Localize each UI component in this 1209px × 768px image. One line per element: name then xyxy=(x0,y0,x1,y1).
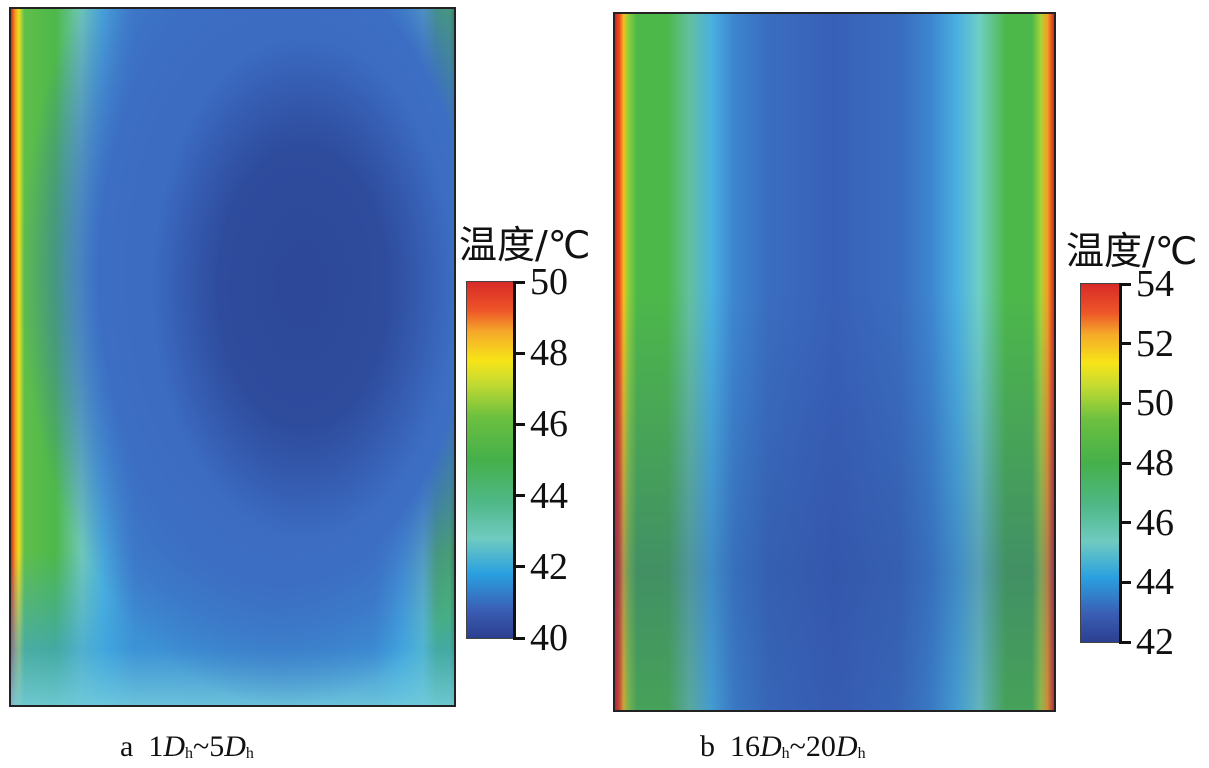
colorbar-a-tick-label: 50 xyxy=(530,261,568,303)
caption-symbol: D xyxy=(760,730,782,763)
caption-subscript: h xyxy=(781,745,790,762)
caption-symbol: D xyxy=(835,730,858,763)
caption-letter: a xyxy=(120,730,134,763)
colorbar-b-tick xyxy=(1119,461,1131,465)
colorbar-a-tick xyxy=(513,280,525,284)
colorbar-a-tick-label: 46 xyxy=(530,403,568,446)
caption-b: b 16Dh~20Dh xyxy=(700,730,866,764)
caption-subscript: h xyxy=(185,745,193,762)
colorbar-a-tick-label: 40 xyxy=(530,617,568,659)
colorbar-b-tick xyxy=(1119,282,1131,286)
colorbar-b-tick xyxy=(1119,640,1131,644)
colorbar-a-tick-label: 42 xyxy=(530,545,568,588)
colorbar-b-tick-label: 46 xyxy=(1136,501,1174,544)
colorbar-a-tick xyxy=(513,494,525,498)
caption-sep: ~ xyxy=(789,730,806,763)
caption-subscript: h xyxy=(857,745,866,762)
colorbar-b-title: 温度/℃ xyxy=(1066,229,1198,273)
colorbar-b-tick-label: 50 xyxy=(1136,382,1174,425)
colorbar-a-tick xyxy=(513,636,525,640)
caption-symbol: D xyxy=(224,730,246,763)
caption-range-start: 16 xyxy=(730,730,760,763)
colorbar-b-tick-label: 52 xyxy=(1136,322,1174,365)
heatmap-b xyxy=(613,12,1056,712)
colorbar-b-tick-label: 54 xyxy=(1136,263,1174,305)
colorbar-b-tick xyxy=(1119,521,1131,525)
colorbar-b-tick xyxy=(1119,342,1131,346)
colorbar-b-tick xyxy=(1119,580,1131,584)
colorbar-b-tick-label: 44 xyxy=(1136,561,1174,604)
colorbar-b xyxy=(1080,283,1120,643)
colorbar-a xyxy=(466,281,514,639)
colorbar-b-tick-label: 48 xyxy=(1136,442,1174,484)
colorbar-a-axis xyxy=(513,282,516,638)
caption-symbol: D xyxy=(163,730,185,763)
caption-range-start: 1 xyxy=(148,730,164,763)
caption-range-end: 20 xyxy=(805,730,836,763)
colorbar-a-tick-label: 48 xyxy=(530,332,568,375)
colorbar-a-tick xyxy=(513,565,525,569)
colorbar-a-tick xyxy=(513,422,525,426)
caption-a: a 1Dh~5Dh xyxy=(120,730,254,764)
heatmap-a xyxy=(9,7,456,707)
colorbar-b-tick-label: 42 xyxy=(1136,621,1174,663)
caption-sep: ~ xyxy=(193,730,210,763)
colorbar-a-tick-label: 44 xyxy=(530,474,568,517)
caption-range-end: 5 xyxy=(209,730,225,763)
colorbar-b-tick xyxy=(1119,401,1131,405)
caption-letter: b xyxy=(700,730,715,763)
colorbar-a-title: 温度/℃ xyxy=(459,223,591,267)
colorbar-a-tick xyxy=(513,351,525,355)
caption-subscript: h xyxy=(245,745,254,762)
